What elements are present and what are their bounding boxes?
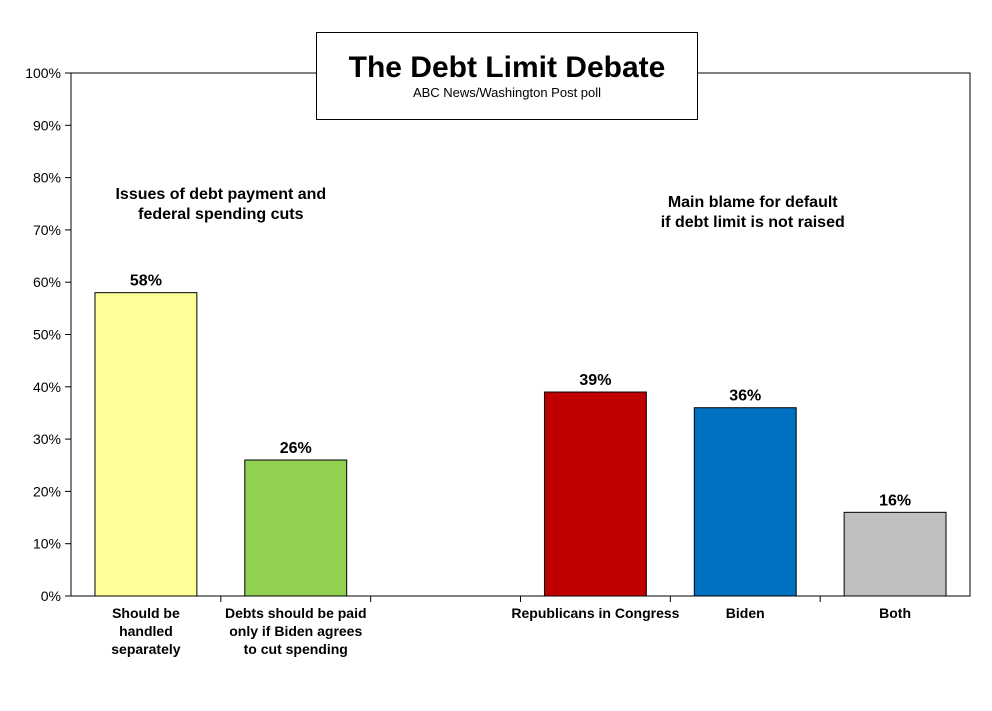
- y-tick-label: 90%: [33, 117, 61, 133]
- plot-area: [70, 72, 971, 597]
- value-label: 36%: [729, 388, 761, 405]
- category-label-line: only if Biden agrees: [229, 623, 362, 639]
- bar: [543, 391, 647, 597]
- category-label-line: Should be: [112, 605, 180, 621]
- category-labels: Should be handled separately Debts should b…: [111, 605, 911, 657]
- y-tick-label: 40%: [33, 379, 61, 395]
- category-label: Debts should be paid only if Biden agrees…: [225, 605, 367, 657]
- group-label: Main blame for default if debt limit is n…: [661, 194, 845, 231]
- y-tick-label: 0%: [41, 588, 61, 604]
- category-label-line: Debts should be paid: [225, 605, 367, 621]
- value-label: 39%: [579, 372, 611, 389]
- bars: [94, 292, 947, 597]
- category-label-line: handled: [119, 623, 173, 639]
- value-label: 26%: [280, 440, 312, 457]
- y-tick-label: 100%: [25, 65, 61, 81]
- category-label: Biden: [726, 605, 765, 621]
- y-tick-label: 10%: [33, 536, 61, 552]
- category-label-line: separately: [111, 641, 180, 657]
- category-label: Both: [879, 605, 911, 621]
- category-label: Republicans in Congress: [511, 605, 679, 621]
- y-tick-label: 30%: [33, 431, 61, 447]
- category-label-line: Biden: [726, 605, 765, 621]
- y-tick-label: 80%: [33, 170, 61, 186]
- x-axis: [220, 596, 821, 602]
- category-label-line: Republicans in Congress: [511, 605, 679, 621]
- y-tick-label: 50%: [33, 327, 61, 343]
- group-label-line: Issues of debt payment and: [115, 186, 326, 203]
- y-axis: 0% 10% 20% 30% 40% 50% 60% 70% 80% 90% 100%: [25, 65, 71, 604]
- category-label: Should be handled separately: [111, 605, 180, 657]
- chart-subtitle: ABC News/Washington Post poll: [412, 85, 602, 100]
- chart-title: The Debt Limit Debate: [348, 51, 666, 84]
- bar: [693, 407, 797, 597]
- bar: [94, 292, 198, 597]
- title-box: The Debt Limit Debate ABC News/Washingto…: [316, 32, 698, 120]
- value-label: 58%: [130, 273, 162, 290]
- group-label: Issues of debt payment and federal spendi…: [115, 186, 326, 223]
- group-label-line: Main blame for default: [668, 194, 838, 211]
- group-label-line: federal spending cuts: [138, 206, 303, 223]
- y-tick-label: 60%: [33, 274, 61, 290]
- value-labels: 58% 26% 39% 36% 16%: [130, 273, 911, 510]
- group-label-line: if debt limit is not raised: [661, 214, 845, 231]
- bar: [843, 511, 947, 597]
- category-label-line: Both: [879, 605, 911, 621]
- bar: [244, 459, 348, 597]
- category-label-line: to cut spending: [244, 641, 348, 657]
- y-tick-label: 20%: [33, 483, 61, 499]
- group-labels: Issues of debt payment and federal spendi…: [115, 186, 844, 231]
- value-label: 16%: [879, 492, 911, 509]
- y-tick-label: 70%: [33, 222, 61, 238]
